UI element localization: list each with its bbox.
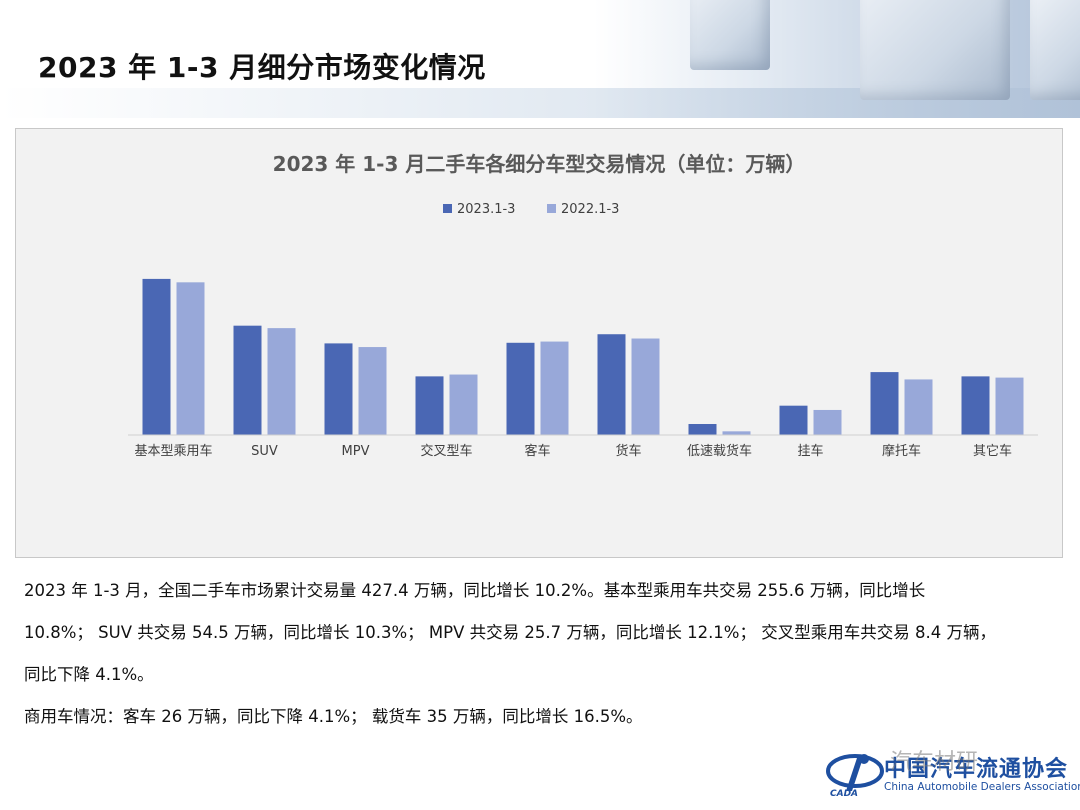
legend-label: 2023.1-3 (457, 202, 515, 217)
bar-2023 (506, 342, 535, 435)
paragraph-line: 2023 年 1-3 月，全国二手车市场累计交易量 427.4 万辆，同比增长 … (24, 581, 926, 600)
bar-2023 (870, 372, 899, 435)
cada-logo-icon (826, 754, 884, 791)
x-tick-label: 货车 (615, 443, 641, 459)
watermark-text: 汽车材研 (890, 750, 979, 775)
bar-2022 (449, 374, 478, 435)
bar-2023 (324, 343, 353, 435)
decor-cube (860, 0, 1010, 100)
logo-en-name: China Automobile Dealers Association (884, 781, 1080, 793)
cada-logo: CADA 中国汽车流通协会 China Automobile Dealers A… (824, 745, 1080, 805)
decor-cube (690, 0, 770, 70)
bar-2023 (597, 334, 626, 435)
logo-abbr: CADA (830, 789, 859, 799)
bar-2022 (267, 328, 296, 435)
bar-2023 (688, 424, 717, 435)
x-tick-label: MPV (342, 444, 370, 459)
page-title: 2023 年 1-3 月细分市场变化情况 (38, 51, 486, 84)
x-tick-label: 交叉型车 (420, 443, 472, 459)
bar-2022 (904, 379, 933, 435)
bar-chart: 2023 年 1-3 月二手车各细分车型交易情况（单位：万辆） 2023.1-3 2… (128, 152, 1038, 459)
legend-label: 2022.1-3 (561, 202, 619, 217)
x-tick-label: 挂车 (797, 443, 823, 459)
legend-swatch (443, 204, 452, 213)
header-banner: 2023 年 1-3 月细分市场变化情况 (0, 0, 1080, 118)
bar-2023 (142, 278, 171, 435)
bar-2022 (813, 409, 842, 435)
paragraph-line: 同比下降 4.1%。 (24, 665, 154, 684)
bar-2023 (415, 376, 444, 435)
x-tick-label: 低速载货车 (687, 443, 752, 459)
paragraph-line: 10.8%； SUV 共交易 54.5 万辆，同比增长 10.3%； MPV 共… (24, 623, 996, 642)
bar-2022 (540, 341, 569, 435)
bar-2022 (722, 431, 751, 435)
logo-cn-name: 中国汽车流通协会 (884, 757, 1069, 782)
bar-2022 (631, 338, 660, 435)
x-tick-label: 客车 (524, 443, 550, 459)
chart-card: 2023 年 1-3 月二手车各细分车型交易情况（单位：万辆） 2023.1-3 2… (15, 128, 1063, 558)
bar-2022 (995, 377, 1024, 435)
bar-2023 (233, 325, 262, 435)
legend-swatch (547, 204, 556, 213)
x-tick-label: 其它车 (973, 443, 1012, 459)
x-tick-label: 基本型乘用车 (134, 443, 212, 459)
bar-2023 (779, 405, 808, 435)
bar-2022 (358, 347, 387, 435)
chart-title: 2023 年 1-3 月二手车各细分车型交易情况（单位：万辆） (273, 152, 806, 176)
x-tick-label: 摩托车 (882, 443, 921, 459)
x-tick-label: SUV (251, 444, 278, 459)
bar-2022 (176, 282, 205, 435)
bar-2023 (961, 376, 990, 435)
paragraph-line: 商用车情况：客车 26 万辆，同比下降 4.1%； 载货车 35 万辆，同比增长… (24, 707, 643, 726)
decor-cube (1030, 0, 1080, 100)
description-text: 2023 年 1-3 月，全国二手车市场累计交易量 427.4 万辆，同比增长 … (24, 570, 1054, 738)
